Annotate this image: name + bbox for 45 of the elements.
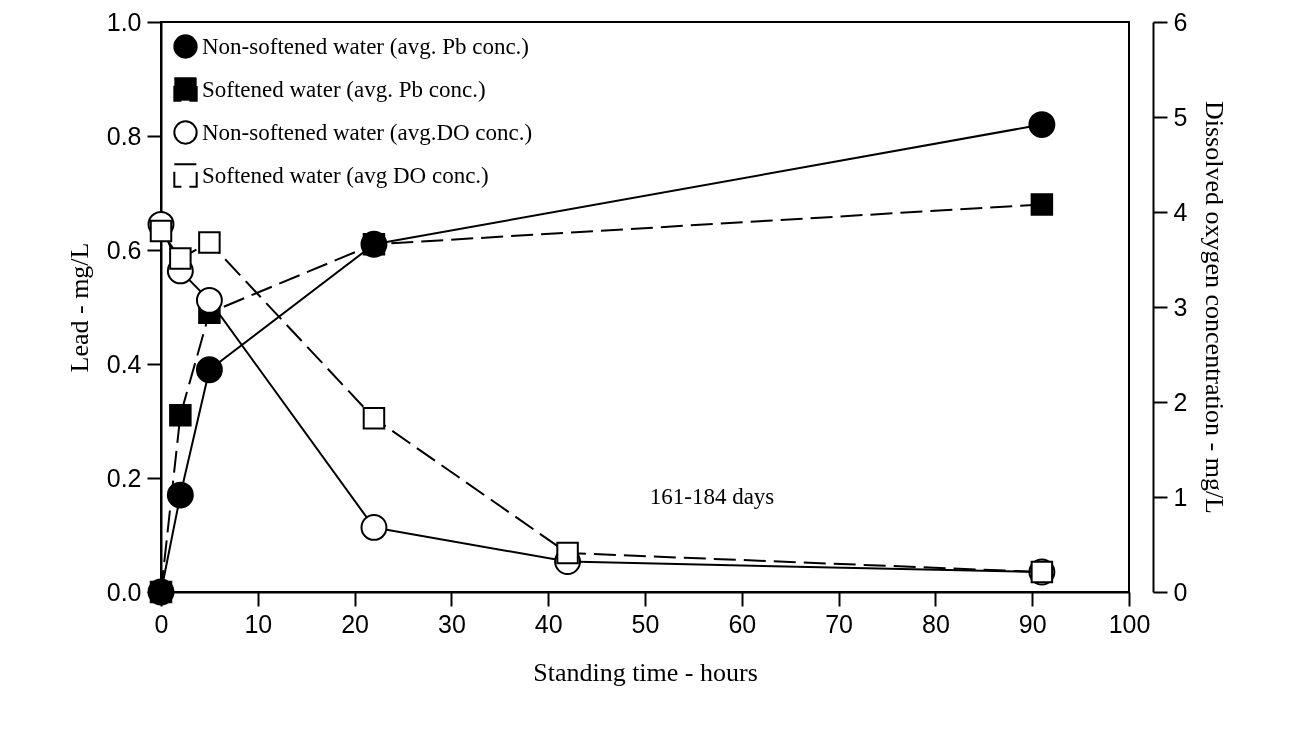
y2-axis-title: Dissolved oxygen concentration - mg/L — [1200, 100, 1230, 515]
y-tick-label: 0.4 — [106, 349, 142, 378]
x-tick-label: 20 — [341, 609, 370, 638]
x-axis-title: Standing time - hours — [533, 657, 758, 687]
point — [556, 541, 579, 565]
point — [1028, 111, 1056, 139]
point — [1030, 193, 1054, 216]
point — [362, 406, 386, 430]
x-tick-label: 0 — [154, 609, 169, 638]
point — [362, 233, 386, 256]
legend-label: Non-softened water (avg. Pb conc.) — [202, 33, 529, 59]
y-tick-label: 0.2 — [106, 463, 142, 492]
legend-label: Softened water (avg. Pb conc.) — [202, 76, 486, 102]
annotation: 161-184 days — [649, 484, 775, 509]
point — [195, 356, 223, 384]
point — [149, 219, 173, 243]
x-tick-label: 60 — [728, 609, 757, 638]
y-tick-label: 0.0 — [106, 577, 142, 606]
y2-tick-label: 0 — [1173, 577, 1188, 606]
y-tick-label: 0.8 — [106, 121, 142, 150]
x-tick-label: 90 — [1018, 609, 1047, 638]
y2-tick-label: 4 — [1173, 197, 1188, 226]
y-axis-title: Lead - mg/L — [64, 242, 94, 373]
x-tick-label: 30 — [437, 609, 466, 638]
x-tick-label: 70 — [825, 609, 854, 638]
y-tick-label: 1.0 — [106, 7, 142, 36]
point — [195, 286, 223, 314]
y2-tick-label: 2 — [1173, 387, 1188, 416]
y2-tick-label: 3 — [1173, 292, 1188, 321]
y2-tick-label: 1 — [1173, 482, 1188, 511]
x-tick-label: 40 — [534, 609, 563, 638]
point — [198, 231, 221, 254]
point — [169, 247, 192, 270]
y2-tick-label: 6 — [1173, 7, 1188, 36]
legend-label: Non-softened water (avg.DO conc.) — [202, 119, 533, 145]
point — [166, 481, 194, 509]
y-tick-label: 0.6 — [106, 235, 142, 264]
x-tick-label: 80 — [921, 609, 950, 638]
y2-tick-label: 5 — [1173, 102, 1188, 131]
point — [360, 513, 388, 541]
x-tick-label: 100 — [1108, 609, 1151, 638]
x-tick-label: 50 — [631, 609, 660, 638]
legend-label: Softened water (avg DO conc.) — [202, 162, 489, 188]
point — [169, 404, 192, 427]
x-tick-label: 10 — [244, 609, 273, 638]
